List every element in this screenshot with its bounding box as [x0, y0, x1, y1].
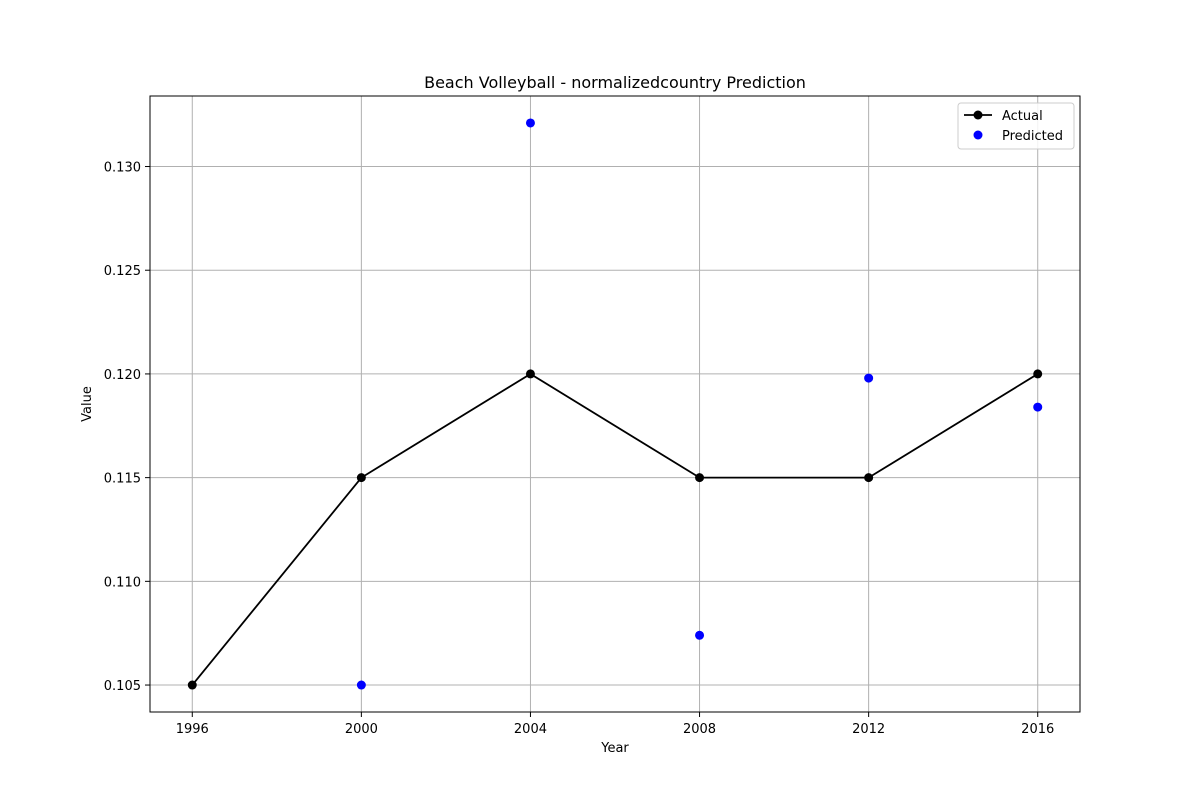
- predicted-point: [356, 680, 366, 690]
- x-tick-label: 2004: [514, 722, 547, 737]
- x-tick-label: 2016: [1021, 722, 1054, 737]
- actual-point: [525, 369, 535, 379]
- y-tick-label: 0.115: [104, 472, 141, 487]
- actual-point: [695, 473, 705, 483]
- legend-actual-label: Actual: [1002, 109, 1043, 124]
- legend-actual-marker: [973, 110, 983, 120]
- x-tick-label: 2012: [852, 722, 885, 737]
- y-tick-label: 0.130: [104, 161, 141, 176]
- chart-title: Beach Volleyball - normalizedcountry Pre…: [424, 73, 806, 92]
- predicted-point: [864, 373, 874, 383]
- grid-layer: [150, 96, 1080, 712]
- actual-point: [1033, 369, 1043, 379]
- x-tick-label: 1996: [176, 722, 209, 737]
- y-tick-label: 0.105: [104, 679, 141, 694]
- plot-frame: [149, 95, 1081, 713]
- legend-predicted-label: Predicted: [1002, 129, 1063, 144]
- legend-predicted-marker: [973, 130, 983, 140]
- actual-line: [191, 372, 1039, 686]
- series-layer: [187, 118, 1043, 690]
- y-tick-label: 0.120: [104, 368, 141, 383]
- y-axis-label: Value: [80, 386, 95, 422]
- tick-layer: 1996 2000 2004 2008 2012 2016 0.105 0.110 0.115 0…: [104, 161, 1054, 737]
- x-tick-label: 2000: [345, 722, 378, 737]
- x-tick-label: 2008: [683, 722, 716, 737]
- predicted-point: [695, 630, 705, 640]
- predicted-point: [525, 118, 535, 128]
- actual-point: [356, 473, 366, 483]
- legend: Actual Predicted: [957, 102, 1075, 150]
- y-tick-label: 0.125: [104, 264, 141, 279]
- actual-point: [187, 680, 197, 690]
- y-tick-label: 0.110: [104, 575, 141, 590]
- x-axis-label: Year: [600, 741, 629, 756]
- predicted-point: [1033, 402, 1043, 412]
- actual-point: [864, 473, 874, 483]
